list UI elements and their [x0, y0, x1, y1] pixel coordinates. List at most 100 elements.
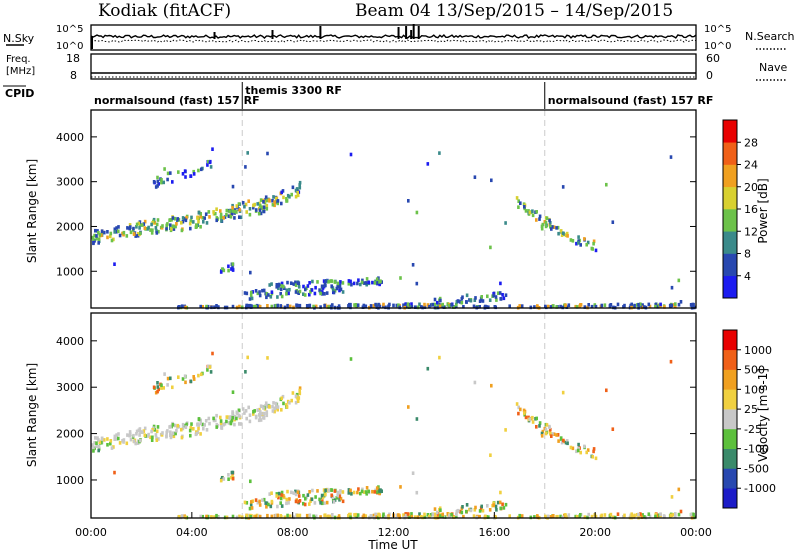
- heatmap-cell: [200, 372, 203, 377]
- heatmap-cell: [492, 503, 495, 507]
- heatmap-cell: [291, 391, 295, 395]
- heatmap-cell: [129, 230, 133, 235]
- heatmap-cell: [275, 494, 278, 498]
- heatmap-cell: [535, 218, 538, 222]
- heatmap-cell: [196, 216, 199, 220]
- heatmap-cell: [561, 515, 564, 520]
- heatmap-cell: [579, 513, 582, 517]
- heatmap-cell: [575, 241, 578, 246]
- heatmap-cell: [353, 513, 356, 517]
- heatmap-cell: [183, 217, 186, 221]
- heatmap-cell: [339, 496, 343, 501]
- heatmap-cell: [605, 388, 608, 393]
- heatmap-cell: [562, 231, 565, 235]
- heatmap-cell: [333, 280, 337, 284]
- heatmap-cell: [592, 449, 595, 454]
- heatmap-cell: [438, 304, 442, 308]
- heatmap-cell: [577, 235, 580, 239]
- station-title: Kodiak (fitACF): [98, 1, 231, 21]
- heatmap-cell: [559, 514, 562, 519]
- heatmap-cell: [199, 418, 202, 423]
- y-tick-label: 2000: [56, 220, 84, 233]
- heatmap-cell: [280, 490, 284, 495]
- heatmap-cell: [677, 487, 681, 492]
- heatmap-cell: [549, 221, 552, 225]
- heatmap-cell: [258, 304, 262, 309]
- heatmap-cell: [416, 305, 420, 310]
- heatmap-cell: [240, 305, 244, 310]
- nsky-frame: [90, 24, 697, 51]
- heatmap-cell: [240, 515, 244, 519]
- heatmap-cell: [356, 281, 359, 286]
- heatmap-cell: [540, 431, 544, 436]
- heatmap-cell: [188, 428, 192, 433]
- heatmap-cell: [406, 512, 410, 516]
- heatmap-cell: [533, 305, 536, 309]
- heatmap-cell: [279, 496, 283, 501]
- heatmap-cell: [165, 223, 168, 228]
- heatmap-cell: [375, 515, 379, 519]
- power-colorbar: 4 8 12 16 20 24 28: [722, 119, 758, 299]
- heatmap-cell: [480, 504, 483, 509]
- heatmap-cell: [231, 514, 235, 519]
- colorbar-tick-label: 28: [744, 136, 758, 149]
- heatmap-cell: [498, 291, 502, 295]
- heatmap-cell: [311, 279, 314, 284]
- heatmap-cell: [633, 303, 636, 308]
- heatmap-cell: [349, 279, 352, 284]
- power-frame: [90, 109, 697, 309]
- heatmap-cell: [208, 215, 211, 219]
- heatmap-cell: [207, 364, 210, 369]
- heatmap-cell: [481, 299, 485, 303]
- heatmap-cell: [156, 425, 160, 429]
- heatmap-cell: [200, 167, 203, 172]
- heatmap-cell: [330, 279, 334, 283]
- heatmap-cell: [546, 514, 550, 519]
- heatmap-cell: [184, 218, 188, 223]
- heatmap-cell: [407, 199, 410, 203]
- heatmap-cell: [459, 509, 462, 514]
- nave-ytick-bottom: 0: [706, 69, 713, 82]
- heatmap-cell: [288, 401, 291, 405]
- heatmap-cell: [265, 413, 269, 418]
- heatmap-cell: [410, 514, 414, 519]
- heatmap-cell: [397, 513, 400, 517]
- heatmap-cell: [201, 422, 204, 427]
- heatmap-cell: [294, 280, 297, 285]
- heatmap-cell: [207, 159, 210, 164]
- heatmap-cell: [490, 178, 493, 183]
- heatmap-cell: [406, 302, 410, 306]
- heatmap-cell: [411, 263, 415, 267]
- heatmap-cell: [106, 230, 109, 234]
- heatmap-cell: [150, 438, 154, 442]
- heatmap-cell: [254, 514, 257, 519]
- colorbar-swatch: [723, 330, 737, 351]
- heatmap-cell: [277, 282, 281, 287]
- heatmap-cell: [441, 512, 444, 517]
- power-yticks: 1000 2000 3000 4000: [56, 131, 696, 278]
- heatmap-cell: [192, 169, 195, 174]
- y-tick-label: 1000: [56, 474, 84, 487]
- heatmap-cell: [354, 303, 358, 307]
- heatmap-cell: [397, 303, 400, 307]
- heatmap-cell: [117, 432, 120, 436]
- heatmap-cell: [377, 302, 380, 307]
- heatmap-cell: [206, 163, 209, 167]
- heatmap-cell: [341, 290, 345, 294]
- heatmap-cell: [156, 389, 159, 394]
- heatmap-cell: [600, 513, 604, 518]
- heatmap-cell: [143, 426, 147, 431]
- heatmap-cell: [692, 512, 695, 517]
- heatmap-cell: [298, 185, 302, 190]
- heatmap-cell: [288, 497, 291, 501]
- heatmap-cell: [579, 450, 582, 455]
- heatmap-cell: [372, 303, 376, 308]
- heatmap-cell: [630, 302, 633, 307]
- heatmap-cell: [211, 351, 214, 356]
- heatmap-cell: [199, 225, 202, 229]
- heatmap-cell: [468, 298, 471, 302]
- heatmap-cell: [112, 445, 115, 449]
- heatmap-cell: [245, 416, 248, 421]
- heatmap-cell: [204, 419, 208, 423]
- heatmap-cell: [562, 438, 565, 443]
